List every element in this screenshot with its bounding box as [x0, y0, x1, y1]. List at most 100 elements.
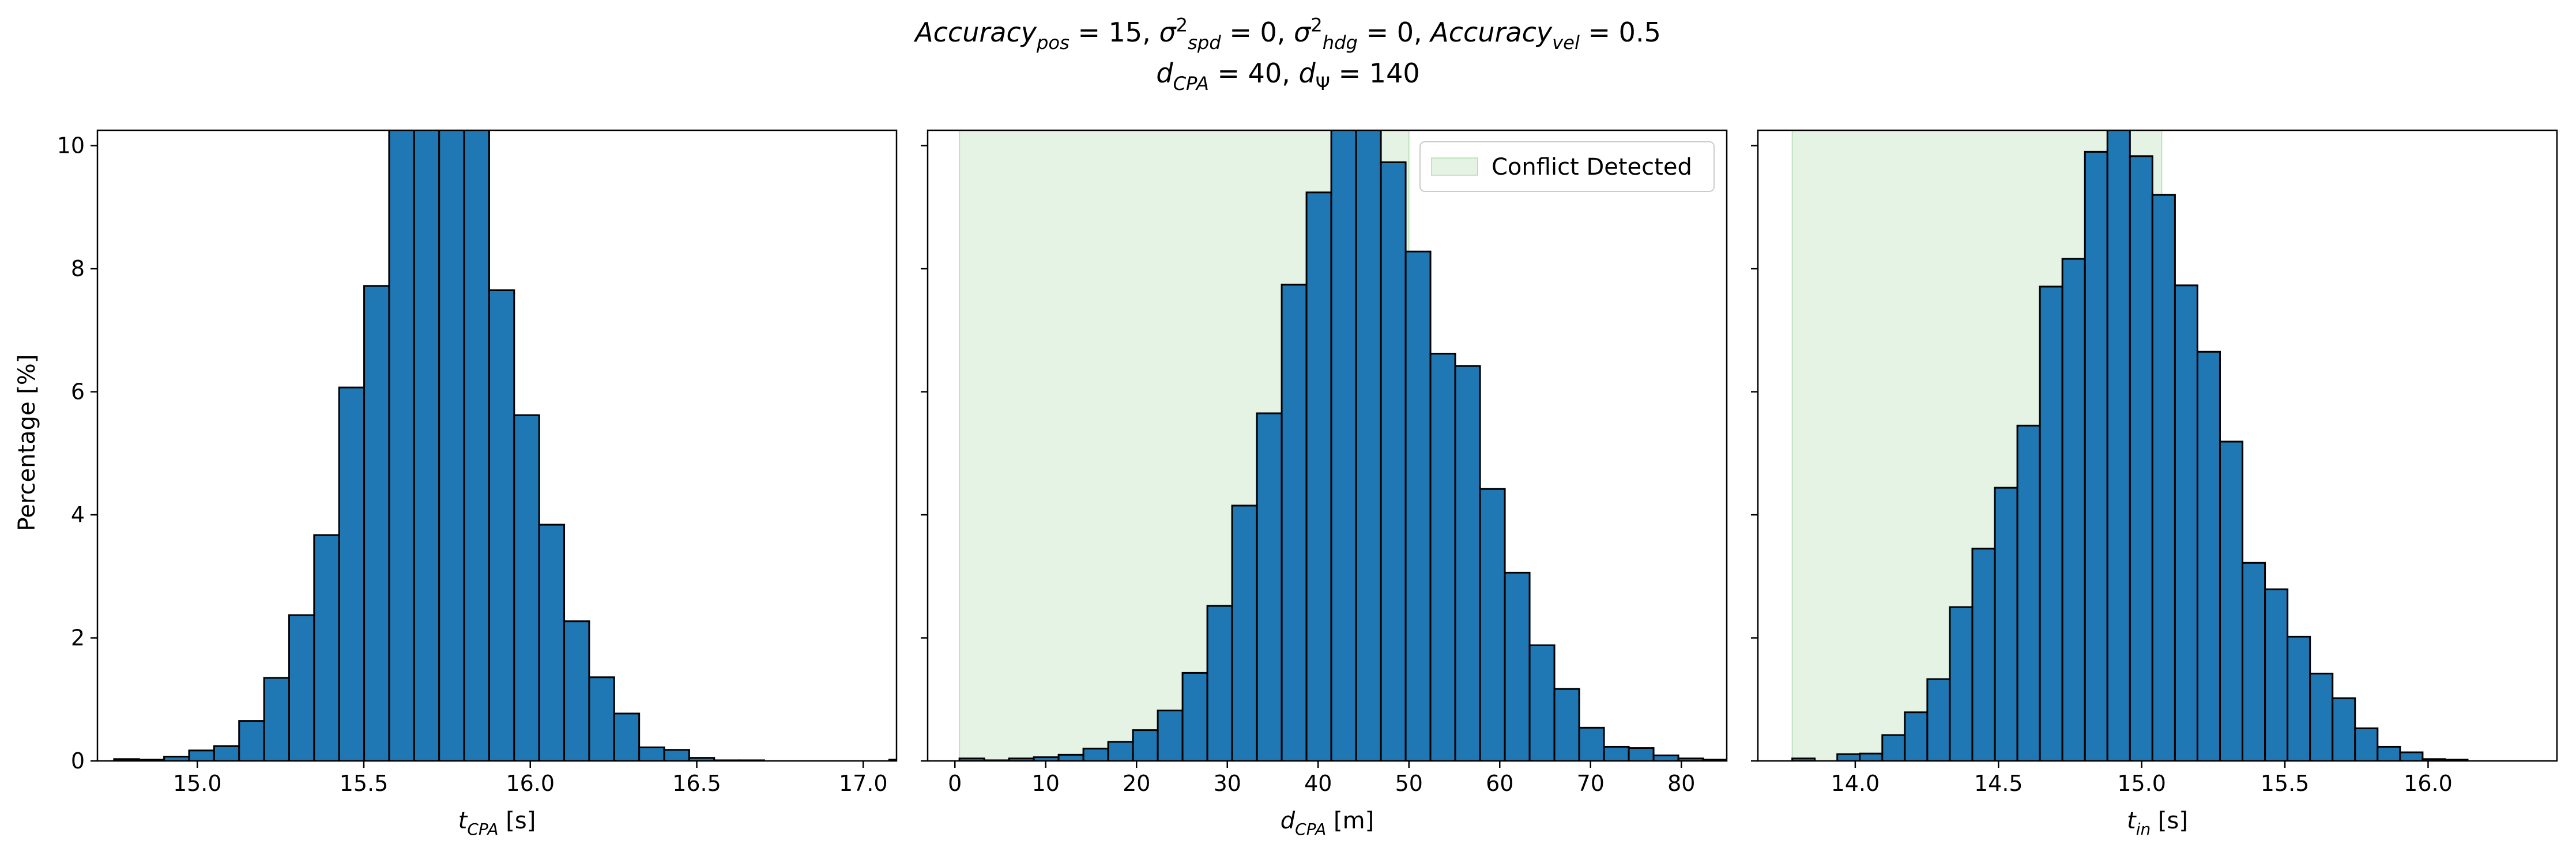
x-tick-label: 20 — [1123, 771, 1150, 796]
histogram-bar — [1971, 548, 1996, 761]
y-tick-label: 8 — [71, 256, 85, 281]
histogram-bar — [1429, 352, 1456, 761]
histogram-bar — [2084, 150, 2108, 761]
histogram-bar — [1904, 711, 1929, 761]
histogram-bar — [663, 749, 690, 761]
histogram-bar — [2174, 284, 2198, 761]
x-tick-label: 14.5 — [1974, 771, 2023, 796]
chart-title-line2: dCPA = 40, dΨ = 140 — [1156, 58, 1419, 95]
histogram-bar — [1057, 753, 1084, 761]
histogram-bar — [2264, 588, 2289, 761]
bars — [1791, 130, 2469, 761]
histogram-bar — [1454, 365, 1481, 761]
x-tick-label: 60 — [1486, 771, 1513, 796]
histogram-bar — [2106, 130, 2131, 761]
y-axis-label: Percentage [%] — [14, 355, 40, 531]
x-tick-label: 80 — [1667, 771, 1695, 796]
histogram-bar — [1926, 678, 1951, 761]
histogram-bar — [1881, 734, 1906, 761]
histogram-bar — [1107, 741, 1134, 761]
histogram-bar — [463, 130, 490, 761]
histogram-bar — [1305, 191, 1332, 761]
x-tick-label: 15.0 — [2117, 771, 2166, 796]
histogram-bar — [263, 677, 290, 761]
histogram-bar — [1994, 487, 2018, 761]
histogram-bar — [638, 747, 665, 761]
x-tick-label: 16.0 — [506, 771, 555, 796]
x-tick-label: 14.0 — [1831, 771, 1880, 796]
x-tick-label: 16.0 — [2404, 771, 2453, 796]
y-tick-label: 6 — [71, 379, 85, 405]
histogram-bar — [538, 523, 566, 761]
histogram-bar — [513, 414, 540, 761]
histogram-bar — [413, 130, 440, 761]
legend: Conflict Detected — [1419, 141, 1715, 192]
x-tick-label: 15.5 — [340, 771, 389, 796]
histogram-bar — [238, 720, 265, 761]
histogram-bar — [438, 130, 465, 761]
x-tick-label: 30 — [1214, 771, 1241, 796]
x-tick-label: 70 — [1577, 771, 1605, 796]
histogram-bar — [1355, 130, 1382, 761]
histogram-bar — [2377, 745, 2401, 761]
x-tick-label: 0 — [948, 771, 962, 796]
histogram-bar — [2287, 635, 2311, 761]
bars — [958, 130, 1727, 761]
histogram-bar — [563, 620, 590, 761]
x-tick-label: 50 — [1395, 771, 1423, 796]
histogram-bar — [1231, 504, 1258, 761]
histogram-bar — [2219, 440, 2244, 761]
x-axis-label: tCPA [s] — [458, 808, 536, 839]
legend-label: Conflict Detected — [1492, 154, 1692, 180]
histogram-bar — [2332, 697, 2356, 761]
histogram-bar — [288, 614, 315, 761]
histogram-bar — [1652, 754, 1679, 761]
histogram-bar — [613, 712, 641, 761]
chart-title-line1: Accuracypos = 15, σ2spd = 0, σ2hdg = 0, … — [913, 14, 1661, 54]
histogram-bar — [1330, 130, 1357, 761]
legend-swatch — [1431, 157, 1478, 176]
histogram-bar — [1578, 726, 1605, 761]
histogram-bar — [1553, 688, 1580, 761]
histogram-bar — [213, 745, 240, 761]
histogram-bar — [1132, 729, 1159, 761]
x-tick-label: 16.5 — [672, 771, 721, 796]
histogram-bar — [2196, 350, 2221, 761]
axes-frame — [927, 129, 1728, 762]
histogram-bar — [2129, 155, 2153, 761]
histogram-bar — [2309, 672, 2334, 761]
histogram-bar — [488, 289, 515, 761]
histogram-bar — [1082, 748, 1109, 761]
x-axis-label: dCPA [m] — [1281, 808, 1374, 839]
axes-frame — [96, 129, 898, 762]
histogram-bar — [2016, 424, 2041, 761]
histogram-bar — [1859, 752, 1884, 761]
histogram-bar — [1628, 747, 1655, 761]
histogram-bar — [1157, 709, 1184, 761]
histogram-bar — [363, 285, 390, 761]
x-tick-label: 15.5 — [2261, 771, 2310, 796]
y-tick-label: 0 — [71, 748, 85, 774]
histogram-bar — [2399, 751, 2424, 761]
histogram-bar — [2039, 285, 2063, 761]
histogram-panel-d-cpa: 0 10 20 30 40 50 60 70 80 dCPA [m] Conflict Detect… — [921, 129, 1728, 839]
histogram-bar — [1380, 161, 1407, 761]
histogram-bar — [2354, 727, 2379, 761]
histogram-bar — [1949, 606, 1974, 761]
histogram-bar — [1603, 745, 1630, 761]
histogram-bar — [1181, 672, 1208, 761]
x-axis-label: tin [s] — [2127, 808, 2188, 839]
x-tick-label: 40 — [1304, 771, 1332, 796]
histogram-bar — [388, 130, 415, 761]
histogram-bar — [588, 676, 615, 761]
histogram-bar — [1256, 412, 1283, 761]
histogram-bar — [1479, 488, 1506, 761]
y-tick-label: 2 — [71, 625, 85, 651]
histogram-bar — [1206, 605, 1233, 761]
histogram-bar — [2151, 194, 2176, 761]
axes-frame — [1757, 129, 2558, 762]
x-tick-label: 10 — [1032, 771, 1060, 796]
y-tick-label: 4 — [71, 502, 85, 527]
histogram-bar — [313, 534, 340, 761]
